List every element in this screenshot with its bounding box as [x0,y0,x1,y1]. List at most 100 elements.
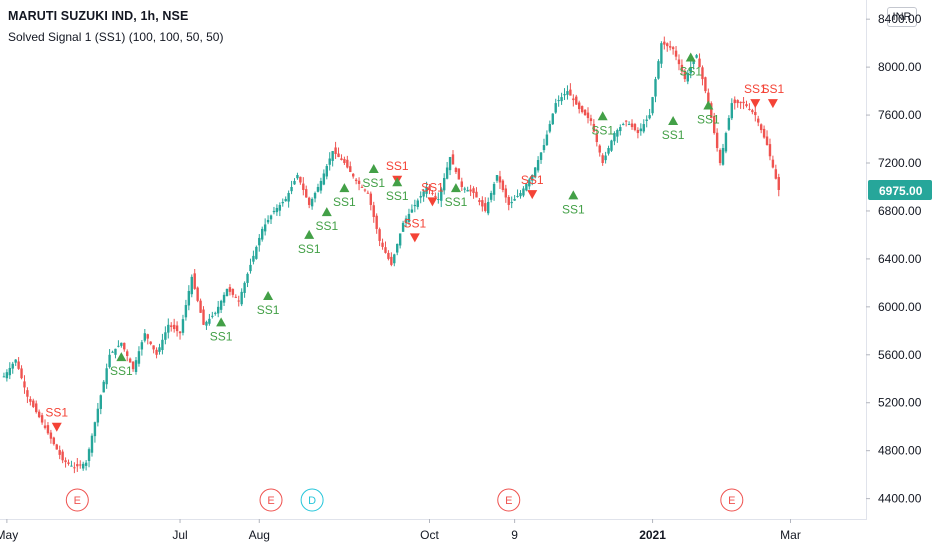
candle-body [677,59,681,65]
candle-body [8,367,12,376]
candle-body [748,108,751,110]
sell-signal-label: SS1 [403,216,426,230]
candle-body [58,450,61,455]
candle-body [240,291,243,305]
candle-body [52,437,56,445]
buy-signal-marker [668,116,679,126]
candle-body [448,157,452,171]
candle-body [563,94,566,96]
candle-body [216,306,220,314]
candles-group [2,36,780,474]
candle-body [554,103,557,113]
candle-body [557,100,560,102]
candle-body [519,192,522,197]
candle-body [525,183,528,191]
buy-signal-label: SS1 [210,329,233,343]
event-label: E [74,495,81,507]
candle-body [666,43,669,47]
last-price-label: 6975.00 [879,184,923,198]
buy-signal-marker [685,52,696,62]
candle-body [536,160,540,171]
time-axis[interactable]: May Jul Aug Oct 9 2021 Mar [0,519,801,542]
candle-body [701,67,704,80]
buy-signal-marker [597,111,608,121]
candle-body [296,174,299,179]
time-tick-label: 2021 [639,528,666,542]
candle-body [79,464,82,466]
candle-body [87,449,91,461]
candle-body [307,197,311,205]
candle-body [745,104,748,107]
candle-body [601,155,604,164]
candle-body [545,134,549,146]
candle-body [305,189,308,198]
buy-signal-label: SS1 [562,202,585,216]
candle-body [387,252,390,259]
candle-body [757,118,760,123]
candle-body [278,204,282,211]
candle-body [202,309,205,325]
candle-body [592,123,596,132]
candle-body [739,101,742,104]
candle-body [269,215,273,220]
earnings-event-icon [259,488,283,512]
candle-body [37,411,41,418]
candle-body [255,246,258,259]
currency-button[interactable]: INR [887,7,917,27]
time-tick-label: Jul [172,528,187,542]
candle-body [114,348,117,355]
candle-body [718,149,722,164]
candle-body [648,115,651,119]
buy-signal-marker [263,291,274,301]
candle-body [372,205,375,217]
candle-body [469,189,472,192]
candle-body [771,159,775,168]
candle-body [293,180,296,185]
candle-body [384,247,387,253]
candle-body [249,264,252,272]
candle-body [170,325,173,327]
candle-body [55,444,58,450]
buy-signal-label: SS1 [315,219,338,233]
candle-body [70,465,73,467]
candle-body [460,181,463,187]
candle-body [633,124,637,131]
candle-body [208,318,211,324]
indicator-legend[interactable]: Solved Signal 1 (SS1) (100, 100, 50, 50) [8,30,224,44]
candle-body [457,168,461,180]
candle-body [43,425,47,428]
candle-body [73,467,76,469]
buy-signal-label: SS1 [697,112,720,126]
buy-signal-label: SS1 [333,195,356,209]
candle-body [533,167,537,178]
candle-body [111,351,114,353]
candle-body [161,339,164,351]
signals-group: SS1SS1SS1SS1SS1SS1SS1SS1SS1SS1SS1SS1SS1S… [45,52,785,432]
candle-body [375,215,378,229]
candle-body [551,113,554,125]
candle-body [23,381,26,388]
candle-body [354,179,358,181]
candle-body [84,462,88,466]
candle-body [445,167,449,179]
candle-body [560,97,563,102]
candle-body [193,273,196,289]
candle-body [2,376,6,378]
candle-body [762,128,766,138]
buy-signal-label: SS1 [362,176,385,190]
candle-body [572,98,575,101]
candle-body [689,67,692,74]
candle-body [713,116,716,134]
candle-body [313,192,317,199]
candle-body [158,347,161,352]
candle-body [360,186,364,188]
candle-body [219,300,223,310]
price-axis[interactable]: 4400.00 4800.00 5200.00 5600.00 6000.00 6400.… [866,12,922,506]
sell-signal-label: SS1 [45,406,68,420]
candle-body [504,188,508,198]
sell-signal-marker [427,197,438,207]
candle-body [310,198,314,207]
symbol-title[interactable]: MARUTI SUZUKI IND, 1h, NSE [8,9,189,23]
candle-body [510,201,513,204]
